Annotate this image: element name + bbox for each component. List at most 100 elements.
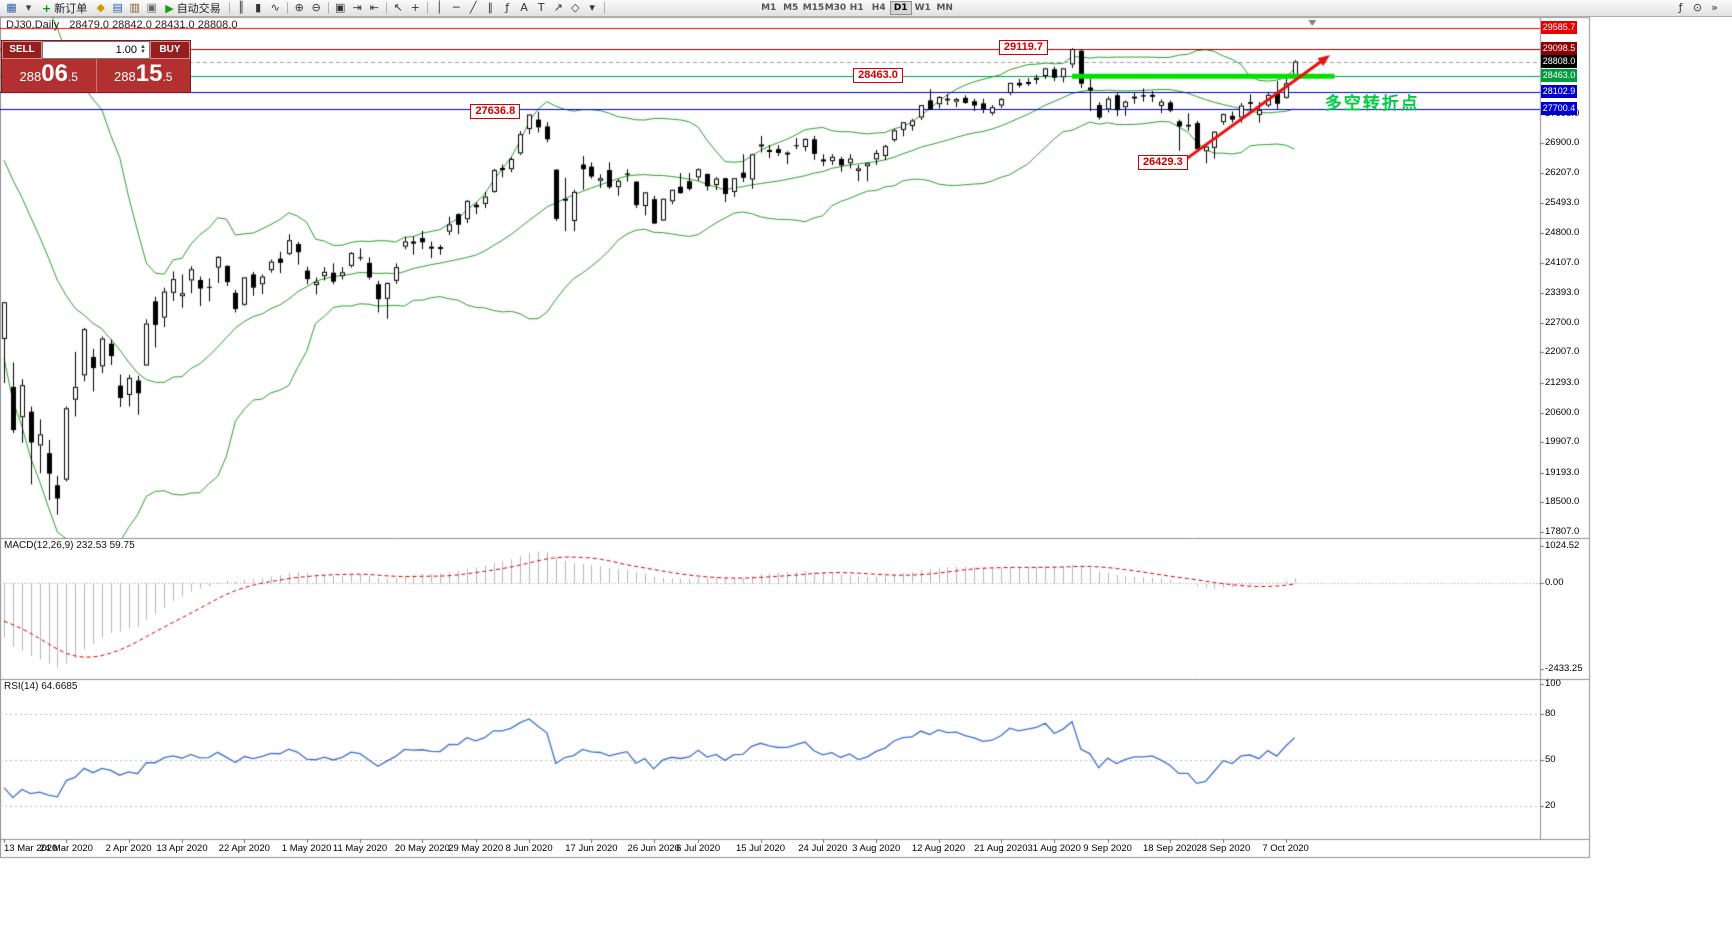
trendline-icon[interactable]: ╱ (469, 0, 477, 14)
date-axis-label: 24 Mar 2020 (39, 843, 93, 854)
rsi-axis-tick: 80 (1545, 708, 1556, 720)
text-icon[interactable]: A (520, 0, 528, 14)
price-level-tag: 29098.5 (1541, 42, 1577, 56)
search-icon[interactable]: ⊙ (1692, 0, 1703, 14)
terminal-icon[interactable]: ▣ (146, 0, 157, 14)
timeframe-m30[interactable]: M30 (824, 3, 847, 13)
chart-title: DJ30,Daily 28479.0 28842.0 28431.0 28808… (6, 19, 237, 31)
tile-windows-icon[interactable]: ▣ (334, 0, 346, 14)
autotrading-button[interactable]: ▶ 自动交易 (160, 1, 225, 16)
price-annotation[interactable]: 26429.3 (1137, 155, 1188, 171)
price-level-tag: 29585.7 (1541, 21, 1577, 35)
volume-down-icon[interactable]: ▼ (140, 49, 146, 55)
sell-price-prefix: 288 (19, 69, 42, 84)
rsi-axis-tick: 20 (1545, 799, 1556, 811)
date-axis-label: 15 Jul 2020 (735, 843, 786, 854)
vertical-line-icon[interactable]: │ (435, 0, 443, 14)
date-axis-label: 18 Sep 2020 (1142, 843, 1197, 854)
macd-indicator-label: MACD(12,26,9) 232.53 59.75 (4, 540, 135, 551)
toolbar: ▦ ▾ + 新订单 ◆ ▤ ▥ ▣ ▶ 自动交易 ║ ▮ ∿ ⊕ ⊖ ▣ ⇥ ⇤ ↖ + │ ─ ╱ ∥ ƒ A T ↗ ◇ ▾ M1 M5 M… (0, 0, 1732, 17)
price-annotation[interactable]: 29119.7 (998, 40, 1048, 56)
new-order-button-icon: + (42, 1, 52, 15)
date-axis-label: 21 Aug 2020 (974, 843, 1028, 854)
tools-dropdown-icon[interactable]: ▾ (589, 0, 595, 14)
candlestick-chart-icon[interactable]: ▮ (255, 0, 262, 14)
turning-point-annotation[interactable]: 多空转折点 (1324, 93, 1420, 113)
chart-profiles-icon[interactable]: ▾ (25, 0, 32, 14)
date-axis-label: 31 Aug 2020 (1027, 843, 1081, 854)
price-axis-tick: 26207.0 (1545, 166, 1580, 178)
shapes-icon[interactable]: ◇ (570, 0, 580, 14)
overflow-chevron-icon[interactable]: » (1711, 0, 1718, 14)
volume-input[interactable]: 1.00 ▲ ▼ (42, 41, 150, 59)
toolbar-separator (385, 2, 387, 14)
buy-price[interactable]: 28815.5 (95, 59, 191, 92)
crosshair-icon[interactable]: + (410, 0, 420, 14)
date-axis-label: 6 Jul 2020 (676, 843, 721, 854)
fibonacci-icon[interactable]: ƒ (505, 0, 510, 14)
buy-price-pip: .5 (162, 70, 173, 84)
sell-price[interactable]: 28806.5 (2, 59, 96, 92)
macd-axis-tick: 1024.52 (1545, 540, 1580, 552)
date-axis-label: 13 Apr 2020 (156, 843, 208, 854)
buy-button[interactable]: BUY (150, 41, 190, 59)
volume-up-icon[interactable]: ▲ (140, 44, 146, 50)
price-axis-tick: 19907.0 (1545, 436, 1580, 448)
price-axis-tick: 24107.0 (1545, 256, 1580, 268)
timeframe-w1[interactable]: W1 (914, 3, 931, 13)
date-axis-label: 29 May 2020 (448, 843, 504, 854)
timeframe-m1[interactable]: M1 (761, 3, 777, 13)
toolbar-separator (286, 2, 288, 14)
timeframe-d1[interactable]: D1 (889, 1, 912, 15)
toolbar-separator (327, 2, 329, 14)
navigator-icon[interactable]: ▥ (129, 0, 140, 14)
market-watch-icon[interactable]: ◆ (96, 0, 105, 14)
auto-scroll-icon[interactable]: ⇥ (352, 0, 362, 14)
text-label-icon[interactable]: T (537, 0, 545, 14)
price-axis-tick: 17807.0 (1545, 525, 1580, 537)
timeframe-m5[interactable]: M5 (783, 3, 799, 13)
one-click-trading-panel: SELL 1.00 ▲ ▼ BUY 28806.5 28815.5 (1, 40, 191, 93)
timeframe-mn[interactable]: MN (936, 3, 953, 13)
cursor-icon[interactable]: ↖ (393, 0, 403, 14)
toolbar-separator (228, 2, 230, 14)
price-axis-tick: 20600.0 (1545, 406, 1580, 418)
timeframe-h1[interactable]: H1 (849, 3, 864, 13)
price-axis-tick: 21293.0 (1545, 376, 1580, 388)
date-axis-label: 1 May 2020 (281, 843, 332, 854)
sell-button[interactable]: SELL (2, 41, 42, 59)
date-axis-label: 13 Mar 2020 (4, 843, 58, 854)
price-axis-tick: 25493.0 (1545, 197, 1580, 209)
autotrading-button-label: 自动交易 (176, 2, 221, 15)
macd-axis-tick: -2433.25 (1545, 663, 1583, 675)
chart-shift-icon[interactable]: ⇤ (369, 0, 379, 14)
indicators-icon[interactable]: ƒ (1678, 0, 1683, 14)
data-window-icon[interactable]: ▤ (112, 0, 123, 14)
buy-price-prefix: 288 (114, 69, 136, 84)
chart-ohlc: 28479.0 28842.0 28431.0 28808.0 (69, 19, 238, 31)
volume-value[interactable]: 1.00 (115, 44, 138, 56)
channel-icon[interactable]: ∥ (487, 0, 493, 14)
chart-symbol-period: DJ30,Daily (6, 19, 60, 31)
price-axis-tick: 18500.0 (1545, 496, 1580, 508)
date-axis-label: 8 Jun 2020 (505, 843, 553, 854)
zoom-in-icon[interactable]: ⊕ (294, 0, 304, 14)
date-axis-label: 3 Aug 2020 (852, 843, 901, 854)
price-annotation[interactable]: 28463.0 (853, 68, 903, 84)
zoom-out-icon[interactable]: ⊖ (311, 0, 321, 14)
bar-chart-icon[interactable]: ║ (237, 0, 245, 14)
arrow-tool-icon[interactable]: ↗ (553, 0, 563, 14)
timeframe-m15[interactable]: M15 (802, 3, 825, 13)
line-chart-icon[interactable]: ∿ (270, 0, 280, 14)
new-chart-icon[interactable]: ▦ (6, 0, 17, 14)
price-annotation[interactable]: 27636.8 (470, 103, 521, 119)
trade-panel-quotes: 28806.5 28815.5 (2, 59, 190, 92)
horizontal-line-icon[interactable]: ─ (452, 0, 460, 14)
timeframe-h4[interactable]: H4 (871, 3, 886, 13)
rsi-indicator-label: RSI(14) 64.6685 (4, 681, 78, 692)
new-order-button[interactable]: + 新订单 (37, 1, 92, 16)
volume-spinner[interactable]: ▲ ▼ (140, 44, 146, 55)
macd-axis-tick: 0.00 (1545, 576, 1564, 588)
